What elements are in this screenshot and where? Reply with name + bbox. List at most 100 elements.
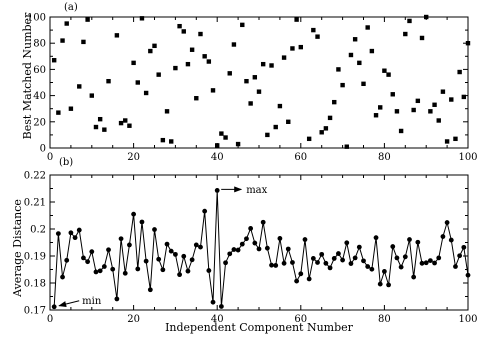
data-point-square [210,88,216,93]
data-point-circle [294,278,300,284]
data-point-square [394,109,400,114]
data-point-square [256,89,262,94]
data-point-square [202,54,207,59]
data-point-square [177,23,182,29]
data-point-circle [152,227,157,232]
data-point-square [240,22,245,28]
data-point-circle [302,237,308,242]
data-point-square [403,31,408,37]
data-point-circle [264,245,270,251]
data-point-circle [306,276,312,282]
y-tick-label: 60 [33,65,46,76]
data-point-circle [377,281,383,287]
data-point-square [169,139,174,144]
panel-a-markers [51,14,471,149]
data-point-square [277,103,283,109]
data-point-circle [336,251,341,256]
data-point-square [51,58,57,63]
data-point-square [164,109,170,114]
data-point-circle [290,260,295,265]
data-point-square [127,123,132,128]
data-point-square [60,38,65,43]
data-point-square [440,89,446,94]
data-point-square [449,97,454,102]
y-tick-label: 0 [40,144,46,155]
data-point-circle [448,237,454,243]
data-point-circle [386,282,391,288]
panel-a-frame [49,16,469,149]
data-point-square [269,63,274,68]
data-point-circle [135,266,141,272]
data-point-circle [327,265,333,271]
data-point-circle [436,255,442,261]
panel-b-annotations: max min [58,185,268,307]
data-point-square [453,136,458,142]
data-point-circle [239,241,245,247]
y-tick-label: 0.18 [24,279,46,290]
y-tick-label: 0.21 [24,198,46,209]
x-tick-label: 0 [47,152,53,163]
data-point-square [411,107,416,113]
data-point-circle [285,246,291,252]
data-point-square [415,98,421,104]
data-point-circle [310,256,316,261]
data-point-circle [444,220,450,225]
data-point-circle [244,236,249,242]
data-point-square [332,99,337,105]
data-point-circle [369,266,375,272]
data-point-circle [315,260,320,265]
data-point-circle [407,237,412,242]
panel-b-ticks: 0 20 40 60 80 100 0.17 0.18 0.19 0.2 0.21 0.22 [24,171,478,326]
data-point-square [56,110,61,115]
data-point-circle [164,241,170,247]
data-point-circle [173,251,178,257]
data-point-circle [344,240,350,246]
data-point-square [252,75,258,80]
data-point-circle [189,257,195,263]
data-point-square [231,42,237,47]
data-point-square [336,67,341,72]
data-point-square [248,101,253,106]
data-point-circle [352,255,358,261]
data-point-square [68,106,74,111]
data-point-circle [193,242,199,248]
data-point-circle [110,266,116,272]
data-point-square [340,82,345,88]
data-point-square [189,47,195,52]
data-point-square [352,37,358,42]
data-point-circle [198,244,203,250]
data-point-circle [168,248,174,254]
x-tick-label: 80 [378,152,391,163]
data-point-square [298,44,303,50]
x-tick-label: 40 [211,314,224,325]
data-point-circle [398,264,404,270]
y-tick-label: 0.2 [30,225,46,236]
y-tick-label: 80 [33,39,46,50]
x-tick-label: 20 [127,152,140,163]
series-line [53,190,469,307]
data-point-square [106,78,111,84]
data-point-square [306,136,312,142]
data-point-circle [131,211,137,217]
data-point-square [361,81,366,87]
data-point-circle [323,260,329,266]
max-label: max [246,185,267,196]
data-point-circle [76,227,82,233]
data-point-square [160,137,166,143]
data-point-circle [256,246,262,252]
data-point-circle [273,263,279,268]
min-arrow [58,300,80,307]
x-tick-label: 60 [294,314,307,325]
data-point-square [398,128,404,134]
data-point-circle [365,264,371,269]
data-point-circle [185,268,191,274]
data-point-square [194,96,199,101]
data-point-circle [231,247,237,252]
data-point-circle [210,299,216,305]
data-point-circle [348,261,354,266]
data-point-square [265,132,270,138]
data-point-circle [139,219,145,225]
data-point-circle [101,264,107,269]
data-point-circle [160,267,166,273]
